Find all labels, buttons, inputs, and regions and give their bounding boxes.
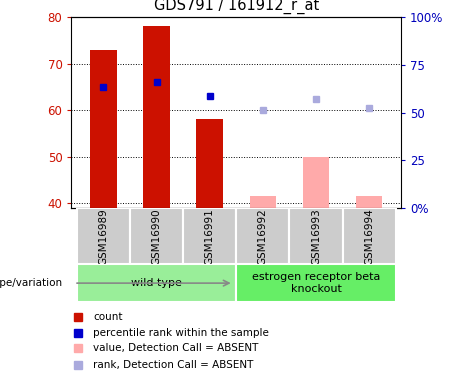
Text: rank, Detection Call = ABSENT: rank, Detection Call = ABSENT <box>93 360 253 370</box>
Bar <box>249 196 276 208</box>
Text: GSM16992: GSM16992 <box>258 208 268 265</box>
Bar <box>343 208 396 264</box>
Text: count: count <box>93 312 122 322</box>
Text: genotype/variation: genotype/variation <box>0 278 62 288</box>
Text: value, Detection Call = ABSENT: value, Detection Call = ABSENT <box>93 343 258 352</box>
Text: GSM16989: GSM16989 <box>98 208 108 265</box>
Bar <box>196 120 223 208</box>
Text: estrogen receptor beta
knockout: estrogen receptor beta knockout <box>252 272 380 294</box>
Text: GSM16994: GSM16994 <box>364 208 374 265</box>
Text: GSM16991: GSM16991 <box>205 208 215 265</box>
Text: GSM16990: GSM16990 <box>152 208 161 265</box>
Bar <box>236 208 290 264</box>
Bar <box>356 196 383 208</box>
Text: GSM16993: GSM16993 <box>311 208 321 265</box>
Bar <box>77 208 130 264</box>
Title: GDS791 / 161912_r_at: GDS791 / 161912_r_at <box>154 0 319 14</box>
Bar <box>143 26 170 208</box>
Bar <box>130 208 183 264</box>
Bar <box>183 208 236 264</box>
Bar <box>77 264 236 302</box>
Bar <box>303 157 329 208</box>
Bar <box>90 50 117 208</box>
Text: wild type: wild type <box>131 278 182 288</box>
Text: percentile rank within the sample: percentile rank within the sample <box>93 327 269 338</box>
Bar <box>290 208 343 264</box>
Bar <box>236 264 396 302</box>
